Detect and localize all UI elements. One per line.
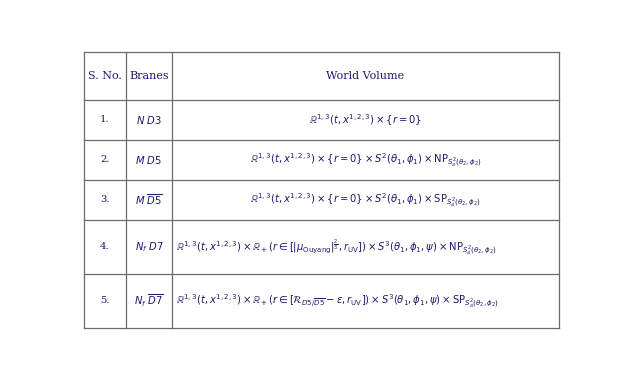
Text: 4.: 4. — [100, 242, 109, 251]
Text: 3.: 3. — [100, 195, 109, 204]
Text: $M\ D5$: $M\ D5$ — [136, 154, 162, 166]
Text: $N_f\ \overline{D7}$: $N_f\ \overline{D7}$ — [134, 292, 164, 309]
Text: $N_f\ D7$: $N_f\ D7$ — [134, 240, 163, 254]
Text: 1.: 1. — [100, 116, 109, 125]
Text: S. No.: S. No. — [88, 71, 122, 81]
Text: $\mathbb{R}^{1,3}(t, x^{1,2,3}) \times \mathbb{R}_+(r \in [|\mu_{\mathrm{Ouyang}: $\mathbb{R}^{1,3}(t, x^{1,2,3}) \times \… — [176, 237, 497, 257]
Text: $M\ \overline{D5}$: $M\ \overline{D5}$ — [135, 193, 163, 207]
Text: World Volume: World Volume — [326, 71, 404, 81]
Text: $\mathbb{R}^{1,3}(t, x^{1,2,3}) \times \{r = 0\} \times S^2(\theta_1, \phi_1) \t: $\mathbb{R}^{1,3}(t, x^{1,2,3}) \times \… — [250, 191, 481, 209]
Text: $N\ D3$: $N\ D3$ — [136, 114, 162, 126]
Text: $\mathbb{R}^{1,3}(t, x^{1,2,3}) \times \mathbb{R}_+(r \in [\mathcal{R}_{D5/\over: $\mathbb{R}^{1,3}(t, x^{1,2,3}) \times \… — [176, 292, 499, 310]
Text: 2.: 2. — [100, 156, 109, 165]
Text: $\mathbb{R}^{1,3}(t, x^{1,2,3}) \times \{r = 0\} \times S^2(\theta_1, \phi_1) \t: $\mathbb{R}^{1,3}(t, x^{1,2,3}) \times \… — [249, 151, 481, 169]
Text: Branes: Branes — [129, 71, 169, 81]
Text: $\mathbb{R}^{1,3}(t, x^{1,2,3}) \times \{r = 0\}$: $\mathbb{R}^{1,3}(t, x^{1,2,3}) \times \… — [309, 112, 422, 128]
Text: 5.: 5. — [100, 296, 109, 305]
